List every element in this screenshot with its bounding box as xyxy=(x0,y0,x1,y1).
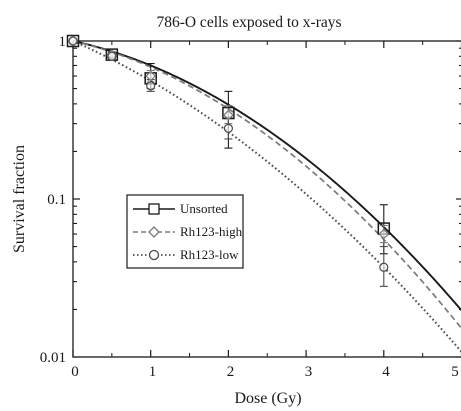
fit-curve-unsorted xyxy=(72,40,461,311)
x-axis-title: Dose (Gy) xyxy=(234,390,301,407)
legend-square-marker-icon xyxy=(148,203,160,215)
x-tick-label: 2 xyxy=(227,364,235,380)
y-tick-label: 0.01 xyxy=(40,350,66,366)
legend-entry-rh123-high: Rh123-high xyxy=(133,224,243,239)
legend-label-unsorted: Unsorted xyxy=(180,201,228,216)
circle-marker xyxy=(379,262,389,272)
x-tick-label: 5 xyxy=(451,364,459,380)
diamond-marker xyxy=(145,70,157,82)
legend: Unsorted Rh123-high Rh123-low xyxy=(126,194,244,269)
fit-curves xyxy=(72,40,461,353)
legend-label-rh123-high: Rh123-high xyxy=(180,224,243,239)
axis-ticks xyxy=(72,40,461,358)
chart-title: 786-O cells exposed to x-rays xyxy=(156,14,341,31)
data-markers xyxy=(66,34,391,272)
x-tick-label: 3 xyxy=(305,364,313,380)
legend-label-rh123-low: Rh123-low xyxy=(180,247,239,262)
fit-curve-rh123-low xyxy=(72,40,461,353)
legend-entry-rh123-low: Rh123-low xyxy=(133,247,239,262)
y-tick-label: 1 xyxy=(59,34,67,50)
x-tick-label: 1 xyxy=(149,364,157,380)
circle-marker xyxy=(107,51,117,61)
circle-marker xyxy=(146,81,156,91)
diamond-marker xyxy=(223,109,234,121)
y-axis-title: Survival fraction xyxy=(11,145,28,253)
square-marker xyxy=(66,34,80,48)
x-tick-label: 4 xyxy=(382,364,390,380)
diamond-marker xyxy=(378,228,390,240)
circle-marker xyxy=(68,36,78,46)
circle-marker xyxy=(223,123,233,133)
legend-diamond-marker-icon xyxy=(148,226,160,238)
legend-entry-unsorted: Unsorted xyxy=(133,201,228,216)
y-tick-label: 0.1 xyxy=(47,192,66,208)
fit-curve-rh123-high xyxy=(72,40,461,329)
x-tick-label: 0 xyxy=(71,364,79,380)
legend-circle-marker-icon xyxy=(148,249,160,261)
